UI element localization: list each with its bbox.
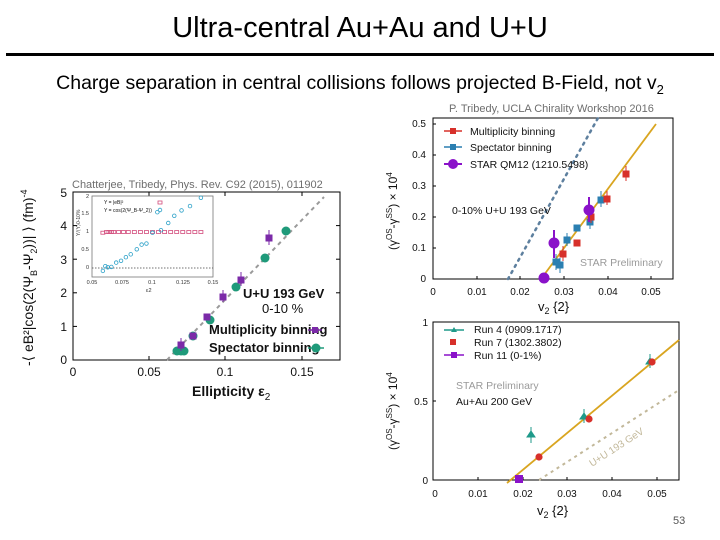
- right-bottom-series-run7: [535, 358, 656, 461]
- svg-text:0.5: 0.5: [412, 119, 426, 130]
- svg-text:0.05: 0.05: [647, 489, 667, 500]
- left-annotation-centrality: 0-10 %: [262, 301, 304, 316]
- right-top-series-star-qm12: [538, 197, 595, 284]
- right-bottom-annotation: Au+Au 200 GeV: [456, 396, 532, 408]
- right-top-y-axis-label: (γOS-γSS) × 104: [385, 172, 400, 250]
- right-bottom-legend: Run 4 (0909.1717) Run 7 (1302.3802) Run …: [444, 324, 562, 362]
- svg-text:0.03: 0.03: [557, 489, 577, 500]
- slide-number: 53: [673, 515, 686, 527]
- right-top-x-ticks: 0 0.01 0.02 0.03 0.04 0.05: [430, 276, 661, 298]
- svg-text:3: 3: [60, 253, 67, 267]
- right-top-star-preliminary: STAR Preliminary: [580, 257, 663, 269]
- left-series-multiplicity: [177, 230, 273, 351]
- right-bottom-y-axis-label: (γOS-γSS) × 104: [385, 372, 400, 450]
- right-top-plot-frame: [432, 117, 674, 280]
- svg-text:0: 0: [70, 365, 77, 379]
- svg-text:0: 0: [86, 265, 89, 271]
- left-x-ticks: 0 0.05 0.1 0.15: [70, 192, 314, 379]
- title-divider: [6, 53, 714, 56]
- legend-label-multiplicity: Multiplicity binning: [209, 322, 327, 337]
- inset-x-label: ε2: [146, 288, 152, 294]
- right-top-x-axis-label: v2 {2}: [538, 299, 570, 316]
- right-top-y-ticks: 0 0.1 0.2 0.3 0.4 0.5: [412, 119, 436, 285]
- left-inset-chart: 0 0.5 1 1.5 2 0.05 0.075 0.1 0.125 0.15 …: [76, 194, 218, 294]
- svg-text:0.3: 0.3: [412, 181, 426, 192]
- svg-text:2: 2: [86, 194, 89, 200]
- right-bottom-uu-dashed-line: [538, 389, 680, 481]
- right-top-annotation: 0-10% U+U 193 GeV: [452, 205, 551, 217]
- svg-text:0.5: 0.5: [414, 397, 428, 408]
- left-chart: -⟨ eB²|cos(2(ΨB-Ψ2))| ⟩ (fm)-4 0 1 2 3 4…: [19, 186, 341, 403]
- svg-text:0.5: 0.5: [81, 247, 89, 253]
- subtitle-text: Charge separation in central collisions …: [56, 72, 657, 94]
- svg-text:0: 0: [422, 476, 428, 487]
- svg-text:0.4: 0.4: [412, 150, 426, 161]
- svg-text:0.075: 0.075: [115, 280, 129, 286]
- svg-text:5: 5: [60, 186, 67, 200]
- credit-right: P. Tribedy, UCLA Chirality Workshop 2016: [449, 103, 654, 115]
- legend-label-spectator: Spectator binning: [209, 340, 320, 355]
- right-bottom-uu-label: U+U 193 GeV: [588, 426, 647, 469]
- svg-text:Y = cos(2(Ψ_B-Ψ_2)): Y = cos(2(Ψ_B-Ψ_2)): [104, 208, 152, 214]
- left-fit-line: [166, 196, 325, 361]
- svg-text:0: 0: [432, 489, 438, 500]
- svg-text:1.5: 1.5: [81, 211, 89, 217]
- right-top-dotted-line: [506, 116, 600, 281]
- svg-text:0.05: 0.05: [137, 365, 161, 379]
- left-plot-frame: [72, 191, 341, 361]
- svg-text:0.1: 0.1: [217, 365, 234, 379]
- svg-text:0.15: 0.15: [290, 365, 314, 379]
- svg-text:1: 1: [422, 318, 428, 329]
- svg-text:0.1: 0.1: [148, 280, 156, 286]
- slide-title: Ultra-central Au+Au and U+U: [172, 12, 548, 44]
- svg-text:1: 1: [60, 320, 67, 334]
- svg-text:0.04: 0.04: [602, 489, 622, 500]
- left-legend: Multiplicity binning Spectator binning: [209, 322, 327, 355]
- svg-text:2: 2: [60, 286, 67, 300]
- svg-text:0.1: 0.1: [412, 243, 426, 254]
- svg-text:0.15: 0.15: [208, 280, 219, 286]
- svg-text:0.02: 0.02: [510, 287, 530, 298]
- svg-text:0: 0: [420, 274, 426, 285]
- svg-text:0.125: 0.125: [176, 280, 190, 286]
- right-top-series-multiplicity: [559, 166, 630, 261]
- right-bottom-star-preliminary: STAR Preliminary: [456, 380, 539, 392]
- right-bottom-y-ticks: 0 0.5 1: [414, 318, 436, 487]
- credit-left: Chatterjee, Tribedy, Phys. Rev. C92 (201…: [72, 179, 323, 191]
- right-bottom-x-axis-label: v2 {2}: [537, 503, 569, 520]
- svg-text:0: 0: [430, 287, 436, 298]
- svg-text:STAR QM12 (1210.5498): STAR QM12 (1210.5498): [470, 159, 588, 171]
- svg-text:0: 0: [60, 353, 67, 367]
- right-bottom-chart: (γOS-γSS) × 104 0 0.5 1 0 0.01 0.02 0.03…: [385, 318, 680, 520]
- left-y-axis-label: -⟨ eB²|cos(2(ΨB-Ψ2))| ⟩ (fm)-4: [19, 189, 39, 366]
- svg-text:0.01: 0.01: [467, 287, 487, 298]
- svg-text:0.02: 0.02: [513, 489, 533, 500]
- left-annotation-system: U+U 193 GeV: [243, 286, 325, 301]
- right-bottom-series-run11: [515, 475, 523, 483]
- svg-text:0.01: 0.01: [468, 489, 488, 500]
- inset-series-eB2: [100, 230, 204, 235]
- subtitle-subscript: 2: [656, 81, 664, 97]
- left-y-ticks: 0 1 2 3 4 5: [60, 186, 340, 367]
- slide-subtitle: Charge separation in central collisions …: [0, 72, 720, 97]
- svg-text:Y = |eB|²: Y = |eB|²: [104, 200, 124, 206]
- right-top-legend: Multiplicity binning Spectator binning S…: [444, 126, 588, 171]
- inset-y-label: Y/⟨Y⟩0-10%: [76, 209, 82, 236]
- svg-text:0.03: 0.03: [554, 287, 574, 298]
- svg-text:Spectator binning: Spectator binning: [470, 142, 552, 154]
- svg-text:0.05: 0.05: [87, 280, 98, 286]
- svg-text:1: 1: [86, 229, 89, 235]
- left-x-axis-label: Ellipticity ε2: [192, 383, 271, 403]
- inset-series-cos: [100, 195, 204, 274]
- svg-text:Run 11 (0-1%): Run 11 (0-1%): [474, 350, 542, 362]
- svg-text:Run 7 (1302.3802): Run 7 (1302.3802): [474, 337, 562, 349]
- svg-text:0.2: 0.2: [412, 212, 426, 223]
- svg-text:Multiplicity binning: Multiplicity binning: [470, 126, 555, 138]
- right-top-chart: (γOS-γSS) × 104 0 0.1 0.2 0.3 0.4 0.5 0 …: [385, 116, 674, 316]
- svg-text:0.04: 0.04: [598, 287, 618, 298]
- svg-text:4: 4: [60, 219, 67, 233]
- svg-text:0.05: 0.05: [641, 287, 661, 298]
- svg-text:Run 4 (0909.1717): Run 4 (0909.1717): [474, 324, 562, 336]
